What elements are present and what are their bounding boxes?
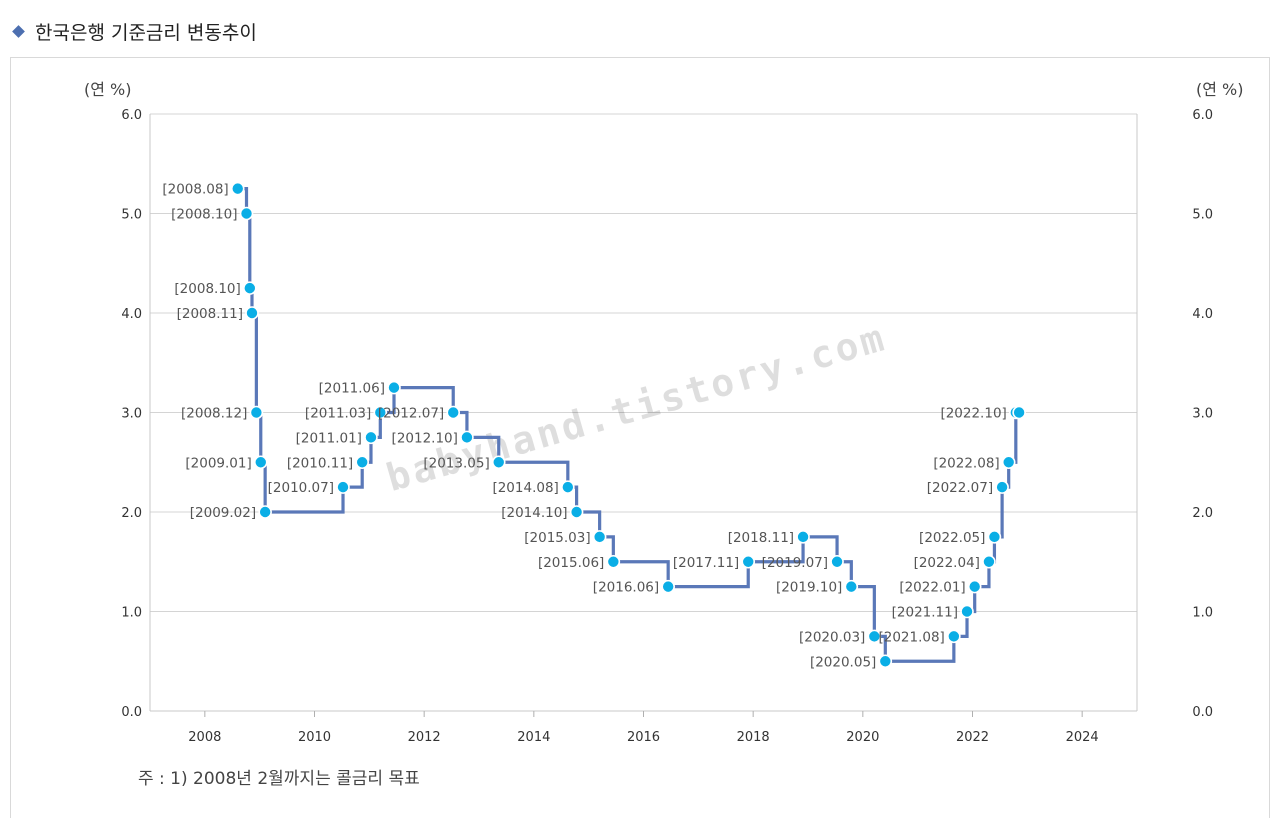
data-label: [2011.06] <box>319 381 385 397</box>
data-point <box>1012 405 1026 420</box>
data-point <box>245 306 259 320</box>
data-label: [2022.05] <box>919 530 985 546</box>
data-label: [2022.08] <box>933 455 999 471</box>
x-tick-label: 2020 <box>846 730 879 745</box>
data-point <box>967 579 982 594</box>
data-point <box>364 430 378 445</box>
data-label: [2008.10] <box>171 207 237 223</box>
data-label: [2010.11] <box>287 455 353 471</box>
data-point <box>491 455 506 470</box>
data-label: [2009.02] <box>190 505 256 521</box>
y-tick-label-left: 1.0 <box>121 606 142 621</box>
data-label: [2009.01] <box>185 455 251 471</box>
data-label: [2022.10] <box>940 406 1006 422</box>
data-point <box>373 405 388 420</box>
data-point <box>239 206 254 221</box>
data-label: [2015.03] <box>524 530 590 546</box>
y-tick-label-right: 2.0 <box>1192 506 1213 521</box>
data-label: [2020.05] <box>810 654 876 670</box>
y-tick-label-left: 2.0 <box>121 506 142 521</box>
data-point <box>446 405 461 420</box>
data-point <box>561 480 575 494</box>
data-label: [2008.12] <box>181 406 247 422</box>
x-tick-label: 2014 <box>517 730 550 745</box>
chart-panel <box>10 57 1270 818</box>
data-label: [2017.11] <box>673 555 739 571</box>
chart-header: 한국은행 기준금리 변동추이 <box>10 16 257 46</box>
y-tick-label-left: 4.0 <box>121 307 142 322</box>
data-point <box>867 629 882 644</box>
data-label: [2018.11] <box>728 530 794 546</box>
y-unit-left: (연 %) <box>84 80 132 99</box>
x-tick-label: 2022 <box>956 730 989 745</box>
data-label: [2015.06] <box>538 555 604 571</box>
data-label: [2012.07] <box>378 406 444 422</box>
data-label: [2020.03] <box>799 629 865 645</box>
data-point <box>844 579 859 594</box>
data-label: [2010.07] <box>268 480 334 496</box>
data-label: [2022.07] <box>927 480 993 496</box>
y-tick-label-left: 0.0 <box>121 705 142 720</box>
y-tick-label-right: 5.0 <box>1192 208 1213 223</box>
x-tick-label: 2008 <box>188 730 221 745</box>
x-tick-label: 2018 <box>737 730 770 745</box>
watermark: babyhand.tistory.com <box>382 315 892 500</box>
data-point <box>242 281 257 295</box>
y-tick-label-right: 6.0 <box>1192 108 1213 123</box>
data-label: [2019.07] <box>762 555 828 571</box>
data-label: [2021.08] <box>878 629 944 645</box>
data-label: [2021.11] <box>892 605 958 621</box>
data-point <box>230 181 245 196</box>
y-tick-label-left: 6.0 <box>121 108 142 123</box>
data-label: [2011.03] <box>305 406 371 422</box>
y-tick-label-right: 4.0 <box>1192 307 1213 322</box>
data-point <box>592 530 607 544</box>
x-tick-label: 2012 <box>408 730 441 745</box>
y-tick-label-right: 1.0 <box>1192 606 1213 621</box>
data-point <box>253 455 268 470</box>
data-point <box>995 480 1009 494</box>
data-label: [2008.08] <box>162 182 228 198</box>
data-label: [2012.10] <box>392 430 458 446</box>
data-point <box>982 554 996 569</box>
data-label: [2008.11] <box>177 306 243 322</box>
data-point <box>830 554 844 569</box>
footnote: 주 : 1) 2008년 2월까지는 콜금리 목표 <box>138 769 420 789</box>
data-point <box>387 380 401 395</box>
data-point <box>1001 455 1016 470</box>
x-tick-label: 2016 <box>627 730 660 745</box>
data-point <box>960 604 974 619</box>
data-label: [2014.10] <box>501 505 567 521</box>
data-point <box>336 480 350 494</box>
data-point <box>987 530 1002 544</box>
y-tick-label-left: 5.0 <box>121 208 142 223</box>
data-point <box>606 554 621 569</box>
page-title: 한국은행 기준금리 변동추이 <box>35 21 257 44</box>
data-label: [2008.10] <box>174 281 240 297</box>
y-tick-label-right: 0.0 <box>1192 705 1213 720</box>
data-label: [2019.10] <box>776 580 842 596</box>
data-label: [2022.01] <box>899 580 965 596</box>
data-label: [2011.01] <box>296 430 362 446</box>
data-point <box>355 455 370 470</box>
data-label: [2022.04] <box>914 555 980 571</box>
x-tick-label: 2010 <box>298 730 331 745</box>
y-tick-label-right: 3.0 <box>1192 407 1213 422</box>
data-label: [2013.05] <box>423 455 489 471</box>
data-point <box>661 579 675 594</box>
data-point <box>460 430 474 445</box>
data-point <box>258 505 272 519</box>
data-point <box>741 554 756 569</box>
data-point <box>947 629 961 644</box>
x-tick-label: 2024 <box>1066 730 1099 745</box>
data-point <box>569 505 584 519</box>
data-point <box>796 530 810 544</box>
data-label: [2016.06] <box>593 580 659 596</box>
data-point <box>249 405 264 420</box>
data-label: [2014.08] <box>492 480 558 496</box>
y-unit-right: (연 %) <box>1196 80 1244 99</box>
data-point <box>878 654 893 669</box>
y-tick-label-left: 3.0 <box>121 407 142 422</box>
